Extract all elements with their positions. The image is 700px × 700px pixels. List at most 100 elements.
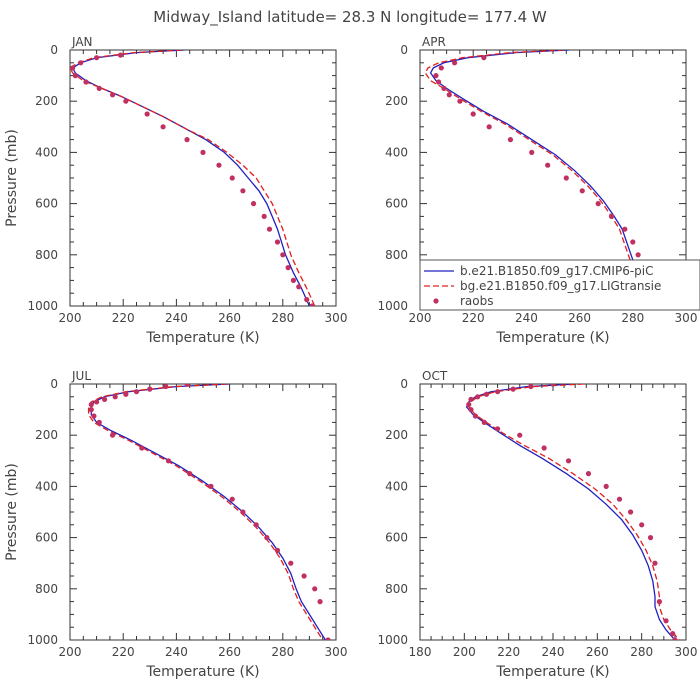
raobs-point	[83, 79, 89, 85]
raobs-point	[147, 386, 153, 392]
raobs-point	[656, 599, 663, 605]
raobs-point	[451, 60, 458, 66]
raobs-point	[627, 509, 634, 515]
raobs-point	[517, 432, 523, 438]
raobs-point	[184, 137, 190, 143]
y-tick-label: 200	[385, 94, 408, 108]
raobs-point	[312, 586, 318, 592]
raobs-point	[88, 407, 94, 413]
plot-frame	[69, 49, 337, 307]
raobs-point	[301, 573, 307, 579]
panel-label: APR	[422, 35, 446, 49]
raobs-point	[563, 175, 569, 181]
raobs-point	[250, 201, 257, 207]
figure-title: Midway_Island latitude= 28.3 N longitude…	[153, 8, 547, 27]
panel-label: JAN	[71, 35, 93, 49]
raobs-point	[616, 496, 623, 502]
y-tick-label: 400	[385, 479, 408, 493]
legend-box	[419, 259, 700, 311]
raobs-point	[280, 252, 286, 258]
raobs-point	[510, 386, 516, 392]
y-tick-label: 400	[35, 145, 58, 159]
series-line-cmip6-pic	[71, 50, 310, 306]
legend-label: bg.e21.B1850.f09_g17.LIGtransie	[460, 279, 661, 293]
x-axis-label: Temperature (K)	[495, 664, 609, 680]
raobs-point	[541, 445, 547, 451]
raobs-point	[468, 396, 474, 402]
raobs-point	[672, 637, 678, 640]
panels: JAN 200 220 240 260 280 300 0 200 400 600 800 1000 Te…	[4, 35, 697, 680]
raobs-point	[94, 399, 100, 405]
y-tick-label: 0	[50, 43, 58, 57]
raobs-point	[466, 401, 472, 408]
raobs-point	[101, 396, 108, 402]
x-tick-label: 260	[218, 311, 241, 325]
x-tick-label: 300	[675, 645, 698, 659]
raobs-point	[112, 394, 118, 400]
raobs-point	[94, 55, 100, 61]
y-tick-label: 400	[385, 145, 408, 159]
x-tick-label: 200	[409, 311, 432, 325]
y-tick-label: 800	[35, 248, 58, 262]
series-line-cmip6-pic	[90, 384, 326, 640]
x-tick-label: 240	[515, 311, 538, 325]
raobs-point	[253, 522, 259, 528]
raobs-point	[290, 277, 297, 283]
raobs-point	[470, 111, 476, 117]
raobs-point	[468, 407, 474, 413]
plot-frame	[419, 383, 687, 641]
y-tick-label: 600	[385, 531, 408, 545]
raobs-point	[436, 79, 442, 85]
raobs-point	[507, 137, 514, 143]
x-tick-label: 280	[271, 645, 294, 659]
panel-oct: OCT 180 200 220 240 260 280 300 0 200 400 600 800 100…	[377, 369, 697, 680]
raobs-point	[529, 149, 535, 155]
raobs-point	[72, 73, 78, 79]
raobs-point	[550, 384, 556, 387]
raobs-point	[639, 522, 645, 528]
raobs-point	[78, 60, 84, 66]
raobs-point	[441, 85, 447, 91]
series-line-ligtransient	[70, 50, 316, 306]
legend-marker-dot	[433, 298, 439, 304]
raobs-point	[229, 175, 235, 181]
raobs-point	[285, 265, 291, 271]
x-tick-label: 240	[165, 645, 188, 659]
raobs-point	[109, 432, 116, 438]
panel-jan: JAN 200 220 240 260 280 300 0 200 400 600 800 1000 Te…	[4, 35, 347, 346]
y-tick-label: 0	[50, 377, 58, 391]
raobs-point	[608, 213, 615, 219]
raobs-point	[595, 201, 601, 207]
x-tick-label: 280	[621, 311, 644, 325]
raobs-point	[96, 85, 102, 91]
raobs-point	[229, 496, 235, 502]
x-tick-label: 300	[325, 645, 348, 659]
x-tick-label: 280	[271, 311, 294, 325]
raobs-point	[494, 389, 501, 395]
raobs-point	[585, 471, 592, 477]
x-tick-label: 240	[165, 311, 188, 325]
raobs-point	[433, 73, 439, 79]
raobs-point	[70, 65, 76, 71]
raobs-point	[184, 384, 190, 387]
raobs-point	[109, 92, 116, 98]
legend-label: raobs	[460, 294, 494, 308]
y-tick-label: 600	[35, 197, 58, 211]
y-axis-label: Pressure (mb)	[4, 463, 20, 561]
raobs-point	[208, 483, 214, 489]
raobs-point	[96, 419, 102, 425]
raobs-point	[483, 391, 490, 397]
raobs-point	[603, 483, 609, 489]
series-group	[87, 384, 331, 640]
series-group	[424, 50, 662, 306]
panel-jul: JUL 200 220 240 260 280 300 0 200 400 600 800 1000 Te…	[4, 369, 347, 680]
x-tick-label: 200	[453, 645, 476, 659]
series-group	[465, 384, 680, 640]
raobs-point	[472, 413, 479, 419]
raobs-point	[579, 188, 585, 194]
y-tick-label: 200	[35, 428, 58, 442]
raobs-point	[144, 111, 150, 117]
series-line-cmip6-pic	[429, 50, 660, 306]
x-tick-label: 220	[462, 311, 485, 325]
